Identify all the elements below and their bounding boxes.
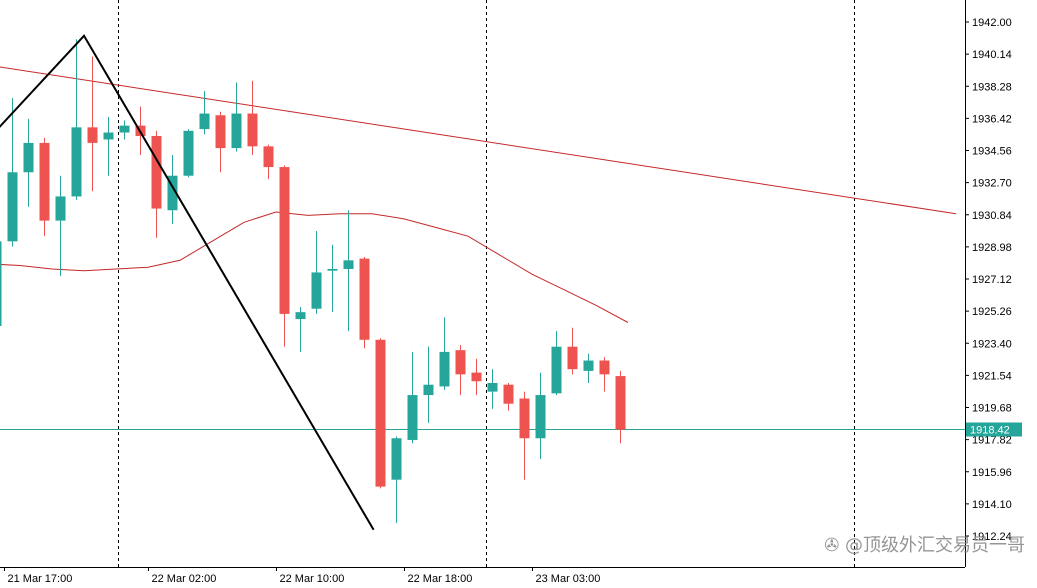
price-tick-label-2: 1938.28	[972, 81, 1012, 93]
candle-body-16	[247, 113, 258, 147]
time-tick-label-3: 22 Mar 18:00	[408, 573, 473, 583]
candle-body-10	[151, 135, 162, 209]
watermark-logo-icon: ✇	[824, 535, 845, 556]
candle-body-38	[599, 360, 610, 375]
candle-body-28	[439, 351, 450, 387]
price-tick-label-12: 1919.68	[972, 403, 1012, 415]
candle-body-26	[407, 395, 418, 440]
watermark: ✇ @顶级外汇交易员一哥	[824, 531, 1025, 557]
candle-body-5	[71, 127, 82, 197]
candle-body-8	[119, 125, 130, 133]
current-price-label-bg	[966, 422, 1022, 437]
candle-body-1	[7, 172, 18, 242]
time-tick-label-4: 23 Mar 03:00	[536, 573, 601, 583]
moving-average-line	[0, 211, 629, 323]
candle-body-12	[183, 130, 194, 176]
time-tick-label-0: 21 Mar 17:00	[8, 573, 73, 583]
candle-body-0	[0, 241, 2, 326]
candle-body-30	[471, 372, 482, 382]
price-tick-label-5: 1932.70	[972, 178, 1012, 190]
price-tick-label-16: 1912.24	[972, 531, 1012, 543]
candle-body-33	[519, 398, 530, 439]
candle-body-4	[55, 196, 66, 221]
price-tick-label-7: 1928.98	[972, 242, 1012, 254]
price-tick-label-11: 1921.54	[972, 370, 1012, 382]
candle-body-27	[423, 384, 434, 396]
watermark-text: @顶级外汇交易员一哥	[845, 535, 1025, 556]
price-tick-label-13: 1917.82	[972, 435, 1012, 447]
candle-body-37	[583, 360, 594, 371]
price-tick-label-4: 1934.56	[972, 146, 1012, 158]
candle-body-7	[103, 132, 114, 140]
price-tick-label-15: 1914.10	[972, 499, 1012, 511]
candle-body-39	[615, 376, 626, 430]
candle-body-17	[263, 146, 274, 168]
current-price-label: 1918.42	[970, 425, 1010, 437]
candle-body-31	[487, 382, 498, 392]
time-tick-label-2: 22 Mar 10:00	[280, 573, 345, 583]
candle-body-21	[327, 268, 338, 271]
candle-body-35	[551, 346, 562, 394]
candle-body-32	[503, 384, 514, 404]
candle-body-15	[231, 113, 242, 149]
candle-body-25	[391, 438, 402, 480]
candle-body-13	[199, 113, 210, 130]
price-tick-label-10: 1923.40	[972, 338, 1012, 350]
candle-body-3	[39, 142, 50, 221]
plot-area	[0, 0, 965, 567]
price-tick-label-1: 1940.14	[972, 49, 1012, 61]
time-tick-label-1: 22 Mar 02:00	[152, 573, 217, 583]
price-tick-label-6: 1930.84	[972, 210, 1012, 222]
candle-body-2	[23, 142, 34, 173]
trendline	[0, 66, 957, 215]
candle-body-34	[535, 395, 546, 439]
zigzag-line	[0, 34, 375, 531]
price-tick-label-3: 1936.42	[972, 113, 1012, 125]
candle-body-20	[311, 272, 322, 309]
candle-body-19	[295, 312, 306, 320]
candle-body-24	[375, 339, 386, 487]
candle-body-36	[567, 346, 578, 370]
candle-body-23	[359, 258, 370, 340]
candle-body-22	[343, 260, 354, 269]
price-tick-label-8: 1927.12	[972, 274, 1012, 286]
candle-body-14	[215, 115, 226, 149]
candle-body-29	[455, 350, 466, 375]
price-tick-label-0: 1942.00	[972, 17, 1012, 29]
price-tick-label-9: 1925.26	[972, 306, 1012, 318]
candle-body-11	[167, 175, 178, 211]
candle-body-6	[87, 127, 98, 143]
candle-body-18	[279, 167, 290, 314]
price-tick-label-14: 1915.96	[972, 467, 1012, 479]
